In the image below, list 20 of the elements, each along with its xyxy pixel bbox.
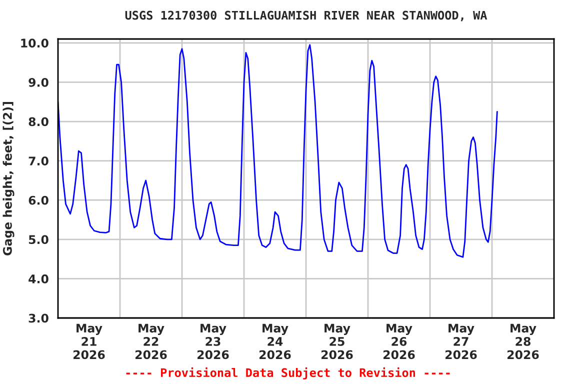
x-tick-label: May 27 2026: [446, 324, 477, 360]
x-tick-label: May 24 2026: [260, 324, 291, 360]
text: ---- Provisional Data Subject to Revision ----: [126, 367, 450, 380]
x-tick-label: May 23 2026: [198, 324, 229, 360]
line-series: [58, 44, 498, 258]
y-tick-label: 8.0: [28, 117, 48, 126]
x-tick-label: May 21 2026: [74, 324, 105, 360]
x-tick-label: May 25 2026: [322, 324, 353, 360]
y-tick-label: 3.0: [28, 314, 48, 323]
y-axis-title: Gage height, feet, [(2)]: [2, 102, 14, 256]
y-tick-label: 7.0: [28, 156, 48, 166]
y-tick-label: 6.0: [28, 196, 48, 205]
y-tick-label: 4.0: [28, 274, 48, 284]
chart-title: USGS 12170300 STILLAGUAMISH RIVER NEAR STANWOOD, WA: [125, 10, 488, 22]
y-tick-label: 5.0: [28, 235, 48, 244]
y-tick-label: 9.0: [28, 78, 48, 87]
y-tick-label: 10.0: [21, 38, 48, 48]
x-tick-label: May 22 2026: [136, 324, 167, 360]
x-tick-label: May 26 2026: [384, 324, 415, 360]
x-tick-label: May 28 2026: [508, 324, 539, 360]
